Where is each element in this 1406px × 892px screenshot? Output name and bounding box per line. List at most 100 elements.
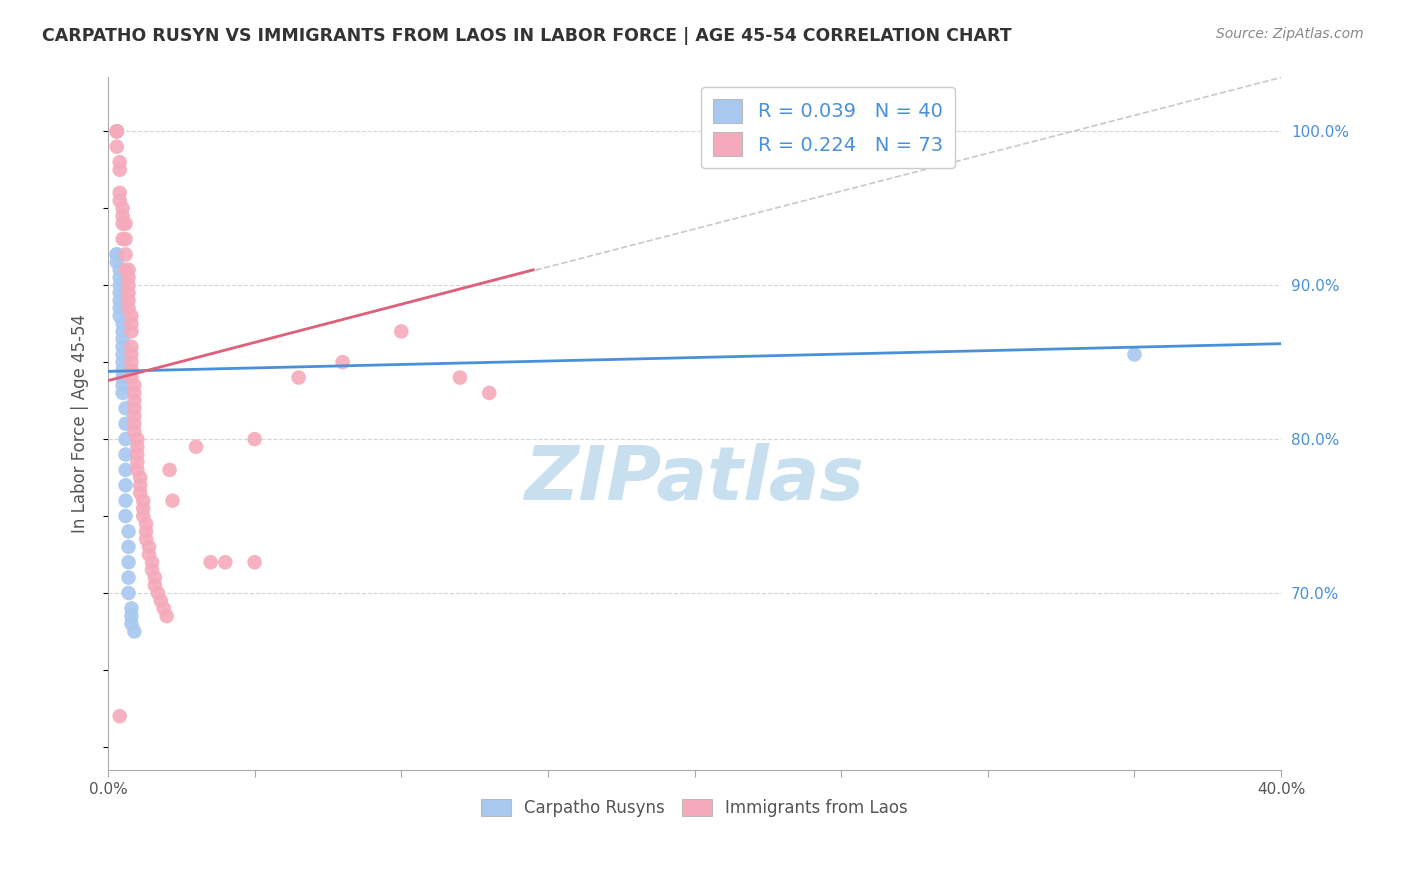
Point <box>111 378 134 392</box>
Point <box>129 470 152 484</box>
Point <box>111 217 134 231</box>
Point <box>124 393 146 408</box>
Point <box>111 332 134 346</box>
Point <box>135 532 157 546</box>
Point <box>129 486 152 500</box>
Point <box>184 440 207 454</box>
Point <box>114 493 136 508</box>
Point <box>114 417 136 431</box>
Point <box>332 355 354 369</box>
Point <box>159 463 181 477</box>
Point <box>120 601 142 615</box>
Point <box>127 455 149 469</box>
Point <box>132 501 155 516</box>
Point <box>111 347 134 361</box>
Point <box>143 578 166 592</box>
Point <box>111 317 134 331</box>
Point <box>108 709 131 723</box>
Point <box>108 262 131 277</box>
Point <box>108 186 131 200</box>
Point <box>124 378 146 392</box>
Point <box>108 194 131 208</box>
Point <box>105 124 128 138</box>
Point <box>114 478 136 492</box>
Point <box>114 401 136 416</box>
Point <box>124 386 146 401</box>
Point <box>143 571 166 585</box>
Point <box>135 516 157 531</box>
Point <box>146 586 169 600</box>
Point <box>108 270 131 285</box>
Point <box>114 262 136 277</box>
Point <box>135 524 157 539</box>
Point <box>117 571 139 585</box>
Point <box>120 363 142 377</box>
Point <box>117 278 139 293</box>
Point <box>120 324 142 338</box>
Point <box>120 340 142 354</box>
Point <box>111 355 134 369</box>
Point <box>132 493 155 508</box>
Point <box>149 593 172 607</box>
Point <box>129 478 152 492</box>
Point <box>108 278 131 293</box>
Legend: Carpatho Rusyns, Immigrants from Laos: Carpatho Rusyns, Immigrants from Laos <box>474 792 915 824</box>
Point <box>111 370 134 384</box>
Point <box>214 555 236 569</box>
Point <box>105 247 128 261</box>
Point <box>105 124 128 138</box>
Point <box>117 293 139 308</box>
Point <box>127 463 149 477</box>
Point <box>141 555 163 569</box>
Point <box>108 162 131 177</box>
Point <box>120 309 142 323</box>
Point <box>117 540 139 554</box>
Point <box>114 448 136 462</box>
Point <box>141 563 163 577</box>
Point <box>127 432 149 446</box>
Point <box>138 548 160 562</box>
Point <box>114 509 136 524</box>
Point <box>120 616 142 631</box>
Point <box>105 247 128 261</box>
Point <box>124 401 146 416</box>
Point <box>111 324 134 338</box>
Point <box>105 124 128 138</box>
Point <box>114 432 136 446</box>
Point <box>108 155 131 169</box>
Point <box>111 386 134 401</box>
Point <box>111 363 134 377</box>
Y-axis label: In Labor Force | Age 45-54: In Labor Force | Age 45-54 <box>72 314 89 533</box>
Point <box>127 440 149 454</box>
Point <box>287 370 309 384</box>
Point <box>120 370 142 384</box>
Point <box>127 448 149 462</box>
Text: ZIPatlas: ZIPatlas <box>524 442 865 516</box>
Point <box>114 247 136 261</box>
Point <box>117 524 139 539</box>
Point <box>449 370 471 384</box>
Point <box>105 124 128 138</box>
Point <box>111 340 134 354</box>
Point <box>114 463 136 477</box>
Point <box>200 555 222 569</box>
Text: Source: ZipAtlas.com: Source: ZipAtlas.com <box>1216 27 1364 41</box>
Point <box>117 262 139 277</box>
Point <box>138 540 160 554</box>
Point <box>117 586 139 600</box>
Point <box>117 285 139 300</box>
Point <box>478 386 501 401</box>
Point <box>120 317 142 331</box>
Point <box>114 217 136 231</box>
Point <box>105 255 128 269</box>
Point <box>111 201 134 215</box>
Point <box>124 624 146 639</box>
Text: CARPATHO RUSYN VS IMMIGRANTS FROM LAOS IN LABOR FORCE | AGE 45-54 CORRELATION CH: CARPATHO RUSYN VS IMMIGRANTS FROM LAOS I… <box>42 27 1012 45</box>
Point <box>105 139 128 153</box>
Point <box>108 309 131 323</box>
Point <box>108 293 131 308</box>
Point <box>108 285 131 300</box>
Point <box>124 409 146 423</box>
Point <box>117 555 139 569</box>
Point <box>1123 347 1146 361</box>
